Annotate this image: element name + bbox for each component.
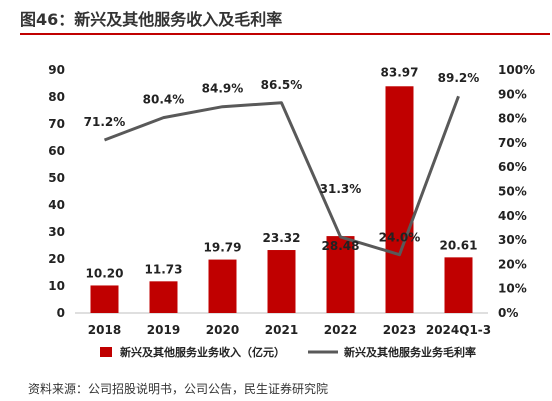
x-tick-label: 2023 — [383, 323, 416, 337]
x-tick-label: 2020 — [206, 323, 239, 337]
bar-value-label: 10.20 — [86, 266, 124, 280]
y-left-tick-label: 50 — [48, 171, 65, 185]
y-right-tick-label: 40% — [498, 209, 527, 223]
margin-value-label: 80.4% — [143, 93, 185, 107]
bar-value-label: 11.73 — [145, 262, 183, 276]
bar-value-label: 28.48 — [322, 239, 360, 253]
x-tick-label: 2021 — [265, 323, 298, 337]
x-tick-label: 2019 — [147, 323, 180, 337]
margin-value-label: 89.2% — [438, 71, 480, 85]
y-left-tick-label: 70 — [48, 117, 65, 131]
chart-axes: 0 10 20 30 40 50 60 70 80 90 0% 10% 20% 30% 40% 50% 60% 7… — [48, 63, 535, 337]
margin-value-label: 71.2% — [84, 115, 126, 129]
bar-value-label: 23.32 — [263, 231, 301, 245]
combo-chart: 0 10 20 30 40 50 60 70 80 90 0% 10% 20% 30% 40% 50% 60% 7… — [48, 63, 535, 359]
gross-margin-line — [103, 95, 460, 257]
margin-value-label: 84.9% — [202, 82, 244, 96]
y-left-tick-label: 30 — [48, 225, 65, 239]
y-left-tick-label: 40 — [48, 198, 65, 212]
y-left-tick-label: 90 — [48, 63, 65, 77]
line-series — [103, 95, 460, 257]
y-right-tick-label: 70% — [498, 136, 527, 150]
x-tick-label: 2018 — [88, 323, 121, 337]
y-left-tick-label: 80 — [48, 90, 65, 104]
margin-value-label: 31.3% — [320, 182, 362, 196]
bar — [385, 86, 414, 313]
y-left-tick-label: 60 — [48, 144, 65, 158]
bar — [90, 285, 119, 313]
y-right-tick-label: 30% — [498, 233, 527, 247]
y-right-tick-label: 100% — [498, 63, 535, 77]
chart-title: 图46：新兴及其他服务收入及毛利率 — [20, 10, 283, 29]
bar — [208, 259, 237, 313]
y-left-tick-label: 0 — [57, 306, 65, 320]
bar-value-label: 83.97 — [381, 65, 419, 79]
legend-bar-swatch — [100, 347, 112, 357]
y-left-tick-label: 10 — [48, 279, 65, 293]
chart-legend: 新兴及其他服务业务收入（亿元） 新兴及其他服务业务毛利率 — [100, 345, 476, 359]
bar-value-label: 20.61 — [440, 238, 478, 252]
bar — [149, 281, 178, 313]
y-right-tick-label: 0% — [498, 306, 518, 320]
margin-value-label: 86.5% — [261, 78, 303, 92]
x-tick-label: 2024Q1-3 — [426, 323, 491, 337]
y-right-tick-label: 90% — [498, 87, 527, 101]
y-right-tick-label: 20% — [498, 257, 527, 271]
y-left-tick-label: 20 — [48, 252, 65, 266]
data-labels: 10.20 11.73 19.79 23.32 28.48 83.97 20.61 71.2%… — [84, 65, 480, 280]
y-right-tick-label: 50% — [498, 185, 527, 199]
bar-value-label: 19.79 — [204, 241, 242, 255]
legend-line-label: 新兴及其他服务业务毛利率 — [344, 345, 476, 359]
y-right-tick-label: 10% — [498, 282, 527, 296]
y-right-tick-label: 60% — [498, 160, 527, 174]
margin-value-label: 24.0% — [379, 231, 421, 245]
x-tick-label: 2022 — [324, 323, 357, 337]
bar — [444, 257, 473, 313]
bar — [267, 250, 296, 313]
title-rule — [20, 33, 550, 35]
legend-bar-label: 新兴及其他服务业务收入（亿元） — [120, 345, 285, 359]
bar-series — [90, 86, 473, 313]
source-note: 资料来源：公司招股说明书，公司公告，民生证券研究院 — [28, 382, 329, 396]
y-right-tick-label: 80% — [498, 112, 527, 126]
bar — [326, 236, 355, 313]
